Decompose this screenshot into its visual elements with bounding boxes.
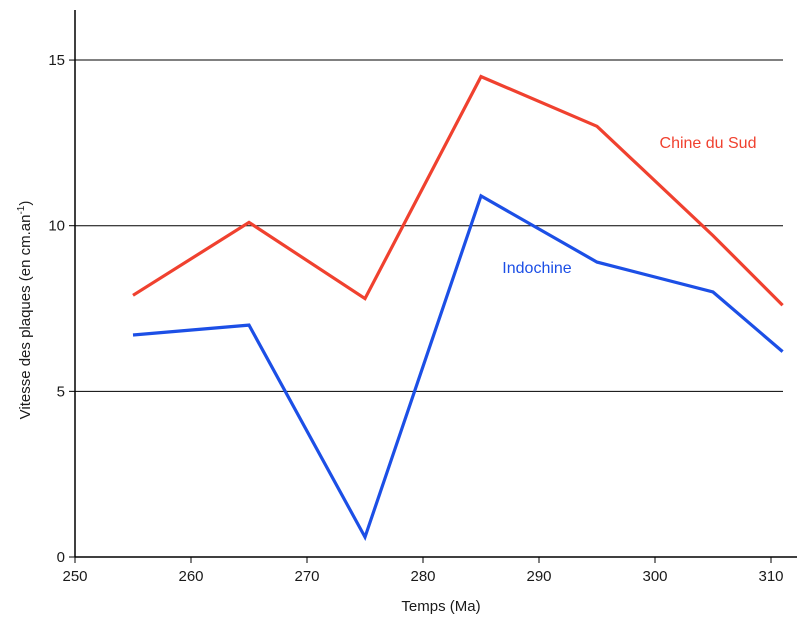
x-tick-label-260: 260 (178, 568, 203, 585)
y-axis-title-sup: -1 (16, 205, 27, 214)
series-line-indochine (132, 193, 784, 542)
y-tick-label-10: 10 (48, 218, 65, 235)
series-label-chine-du-sud: Chine du Sud (660, 135, 757, 152)
y-tick-label-0: 0 (57, 549, 65, 566)
series-labels: Chine du Sud Indochine (502, 135, 756, 277)
series-lines (132, 74, 784, 542)
y-axis-title: Vitesse des plaques (en cm.an-1) (16, 201, 34, 420)
y-axis-title-close: ) (17, 201, 34, 206)
series-label-indochine: Indochine (502, 260, 571, 277)
x-tick-label-270: 270 (294, 568, 319, 585)
y-tick-label-15: 15 (48, 52, 65, 69)
x-tick-label-290: 290 (526, 568, 551, 585)
y-axis-title-main: Vitesse des plaques (en cm.an (17, 215, 34, 420)
x-axis-title: Temps (Ma) (401, 598, 480, 615)
x-tick-label-280: 280 (410, 568, 435, 585)
y-tick-label-5: 5 (57, 383, 65, 400)
series-line-chine-du-sud (132, 74, 784, 307)
x-tick-label-250: 250 (62, 568, 87, 585)
gridlines (75, 59, 783, 392)
x-tick-label-310: 310 (758, 568, 783, 585)
x-tick-label-300: 300 (642, 568, 667, 585)
axes: 0 5 10 15 250 260 270 280 290 300 310 (48, 10, 797, 585)
